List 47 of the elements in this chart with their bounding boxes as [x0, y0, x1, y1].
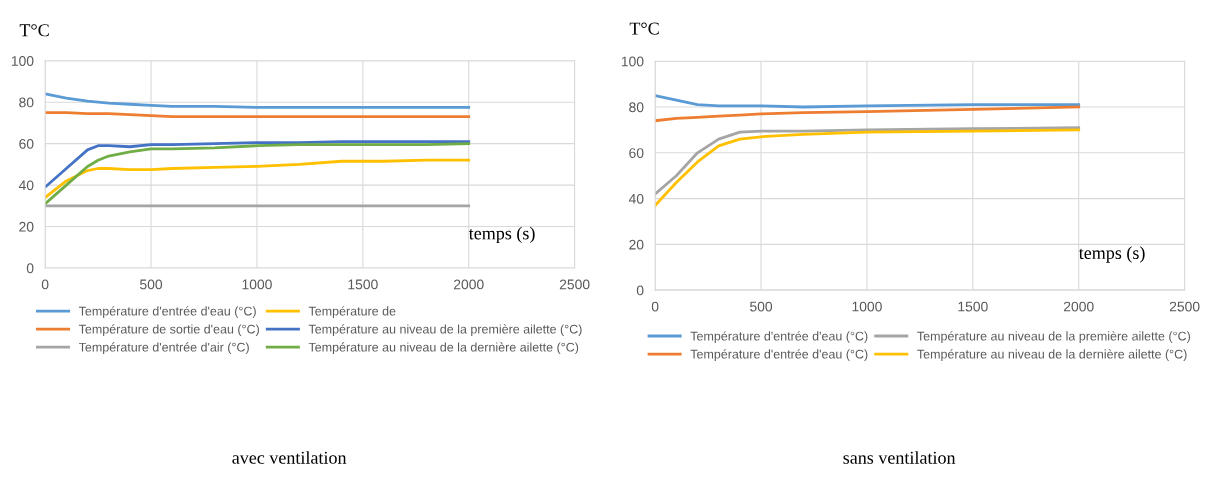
line-series	[45, 92, 471, 109]
x-tick-label: 500	[750, 301, 773, 312]
y-tick-label: 40	[628, 193, 644, 204]
legend-label: Température au niveau de la dernière ailette (°C)	[308, 342, 579, 355]
y-tick-label: 40	[18, 180, 34, 191]
y-tick-label: 80	[629, 102, 644, 113]
line-series	[45, 158, 471, 199]
line-series	[45, 142, 471, 206]
x-axis-title: temps (s)	[1078, 246, 1145, 263]
x-tick-label: 2000	[1063, 301, 1094, 312]
y-axis-title: T°C	[629, 22, 659, 35]
y-tick-label: 60	[629, 148, 644, 158]
y-axis-title: T°C	[19, 24, 49, 37]
x-tick-label: 1000	[242, 279, 272, 290]
legend-label: Température d'entrée d'eau (°C)	[690, 349, 868, 362]
text: sans ventilation	[843, 451, 956, 464]
legend-label: Température d'entrée d'air (°C)	[78, 342, 249, 355]
y-tick-label: 20	[629, 239, 644, 250]
y-tick-label: 0	[26, 263, 34, 274]
x-tick-label: 2500	[1169, 301, 1200, 312]
y-tick-label: 60	[19, 138, 34, 149]
legend-label: Température d'entrée d'eau (°C)	[690, 331, 868, 343]
line-series	[655, 126, 1081, 196]
legend-label: Température au niveau de la première ailette (°C)	[308, 324, 582, 337]
legend-label: Température au niveau de la première ailette (°C)	[917, 331, 1190, 343]
x-axis-title: temps (s)	[468, 226, 535, 244]
line-series	[45, 140, 471, 189]
x-tick-label: 0	[41, 279, 49, 290]
y-tick-label: 80	[19, 97, 34, 108]
x-tick-label: 1500	[958, 301, 988, 312]
y-tick-label: 100	[621, 56, 644, 67]
y-tick-label: 20	[19, 221, 34, 232]
y-tick-label: 100	[11, 56, 34, 66]
x-tick-label: 1000	[852, 301, 882, 312]
legend-label: Température au niveau de la dernière ailette (°C)	[917, 349, 1187, 362]
x-tick-label: 0	[651, 301, 659, 312]
text: avec ventilation	[232, 451, 347, 464]
x-tick-label: 1500	[348, 279, 378, 290]
x-tick-label: 2500	[559, 279, 590, 290]
line-series	[655, 94, 1081, 109]
x-tick-label: 500	[140, 279, 163, 290]
legend-label: Température de	[308, 306, 396, 318]
line-series	[655, 128, 1081, 207]
x-tick-label: 2000	[453, 279, 484, 290]
line-series	[655, 105, 1081, 123]
legend-label: Température de sortie d'eau (°C)	[78, 324, 259, 337]
legend-label: Température d'entrée d'eau (°C)	[78, 306, 256, 318]
